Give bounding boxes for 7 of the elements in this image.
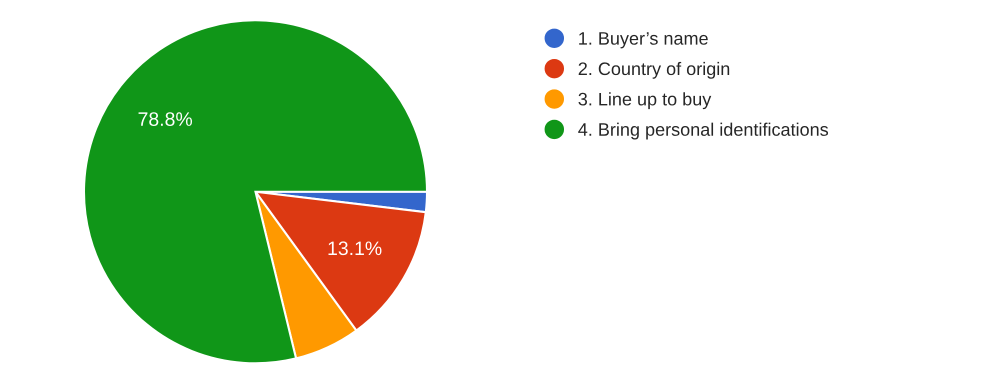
data-label: 13.1%	[328, 241, 382, 256]
legend-label: 4. Bring personal identifications	[578, 122, 828, 140]
legend-label: 2. Country of origin	[578, 62, 730, 79]
pie-slice	[82, 19, 428, 364]
legend-label: 1. Buyer’s name	[579, 32, 708, 48]
legend-label: 3. Line up to buy	[578, 92, 712, 110]
data-label: 78.8%	[138, 112, 192, 126]
